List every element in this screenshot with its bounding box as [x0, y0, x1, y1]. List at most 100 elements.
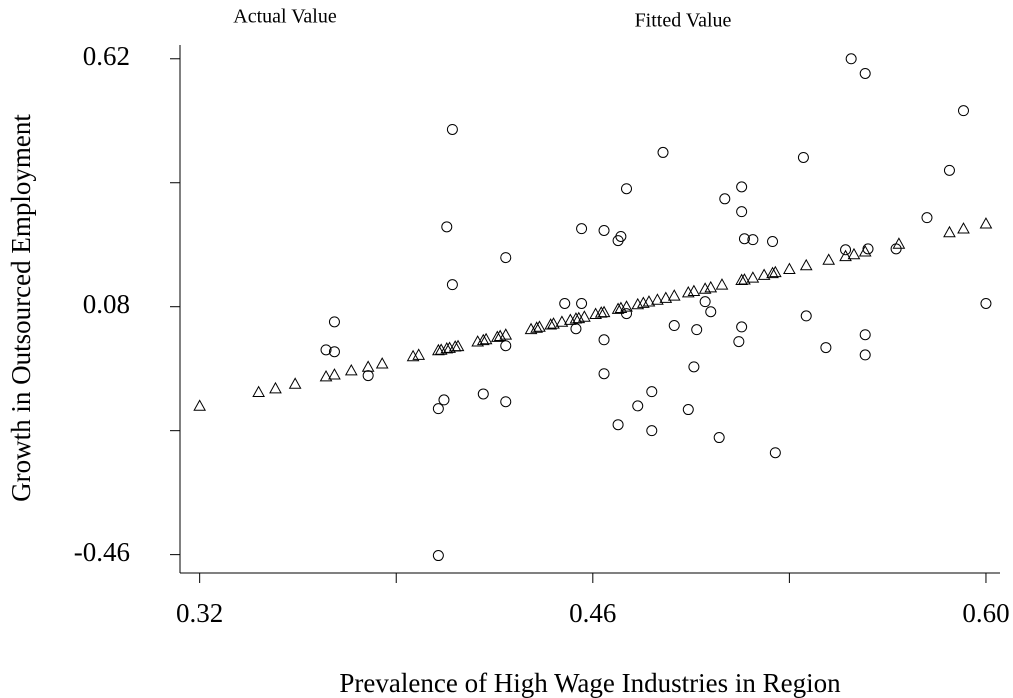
y-tick-label: -0.46 [74, 537, 130, 567]
fitted-point [476, 333, 490, 346]
fitted-point [631, 297, 645, 310]
fitted-point [269, 381, 282, 394]
y-tick-label: 0.62 [83, 41, 130, 71]
actual-point [733, 336, 745, 348]
actual-point [576, 297, 588, 309]
actual-point [862, 243, 874, 255]
actual-point [713, 432, 725, 444]
fitted-point [479, 332, 493, 345]
actual-point [691, 324, 703, 336]
actual-point [612, 419, 624, 431]
actual-point [446, 123, 458, 135]
fitted-point [530, 321, 543, 333]
actual-point [840, 244, 852, 256]
fitted-point [892, 237, 906, 249]
actual-point [576, 223, 588, 235]
x-tick-label: 0.32 [176, 598, 223, 628]
fitted-point [499, 328, 513, 340]
fitted-point [471, 335, 485, 347]
fitted-point [766, 266, 779, 279]
actual-point [699, 296, 711, 308]
fitted-point [451, 339, 465, 352]
fitted-point [589, 307, 602, 319]
actual-point [943, 164, 955, 176]
actual-point [646, 386, 658, 398]
actual-point [719, 193, 731, 205]
actual-point [859, 329, 871, 341]
fitted-point [319, 369, 333, 382]
fitted-point [943, 225, 956, 238]
actual-point [612, 235, 624, 247]
actual-point [632, 400, 644, 412]
fitted-point [667, 289, 681, 301]
actual-point [820, 342, 832, 354]
fitted-point [361, 360, 375, 372]
actual-point [328, 316, 340, 328]
fitted-point [839, 249, 852, 262]
actual-point [736, 206, 748, 218]
fitted-point [698, 282, 712, 294]
actual-point [328, 346, 340, 358]
fitted-point [406, 349, 420, 362]
fitted-point [799, 258, 813, 271]
actual-point [446, 279, 458, 291]
fitted-point [490, 330, 504, 342]
actual-point [646, 425, 658, 437]
fitted-point [620, 300, 633, 312]
actual-point [432, 403, 444, 415]
y-tick-label: 0.08 [83, 289, 130, 319]
legend-label: Actual Value [233, 6, 337, 28]
x-axis-title: Prevalence of High Wage Industries in Re… [339, 668, 841, 698]
fitted-point [493, 329, 507, 341]
fitted-point [614, 301, 628, 313]
actual-point [800, 310, 812, 322]
y-axis-title: Growth in Outsourced Employment [6, 114, 36, 502]
actual-point [621, 183, 633, 195]
fitted-point [957, 222, 970, 234]
actual-point [767, 236, 779, 248]
actual-point [859, 67, 871, 79]
actual-point [668, 320, 680, 332]
actual-point [500, 340, 512, 352]
actual-point [921, 212, 933, 224]
fitted-point [193, 399, 207, 411]
actual-point [890, 243, 902, 255]
fitted-point [715, 278, 729, 290]
fitted-point [578, 310, 591, 322]
actual-point [736, 321, 748, 333]
actual-point [362, 370, 374, 382]
fitted-point [443, 341, 456, 353]
actual-point [477, 388, 489, 400]
fitted-point [434, 343, 448, 355]
fitted-point [858, 245, 872, 257]
actual-point [598, 224, 610, 236]
actual-point [559, 297, 571, 309]
fitted-point [328, 368, 341, 380]
fitted-point [533, 320, 546, 332]
actual-point [705, 306, 717, 318]
x-tick-label: 0.60 [962, 598, 1009, 628]
fitted-point [563, 313, 577, 325]
actual-point [688, 361, 700, 373]
actual-point [432, 550, 444, 562]
fitted-point [847, 247, 861, 260]
actual-point [957, 105, 969, 117]
fitted-point [637, 296, 650, 308]
fitted-point [597, 305, 611, 318]
actual-point [797, 151, 809, 163]
fitted-point [659, 291, 673, 303]
actual-point [980, 297, 992, 309]
fitted-point [544, 318, 558, 330]
fitted-point [822, 253, 836, 265]
fitted-point [687, 284, 701, 296]
fitted-point [547, 317, 560, 329]
actual-point [598, 368, 610, 380]
fitted-point [412, 348, 426, 360]
fitted-point [288, 377, 302, 389]
fitted-point [681, 285, 695, 298]
actual-point [438, 394, 450, 406]
actual-point [682, 404, 694, 416]
fitted-point [252, 385, 265, 398]
actual-point [598, 334, 610, 346]
